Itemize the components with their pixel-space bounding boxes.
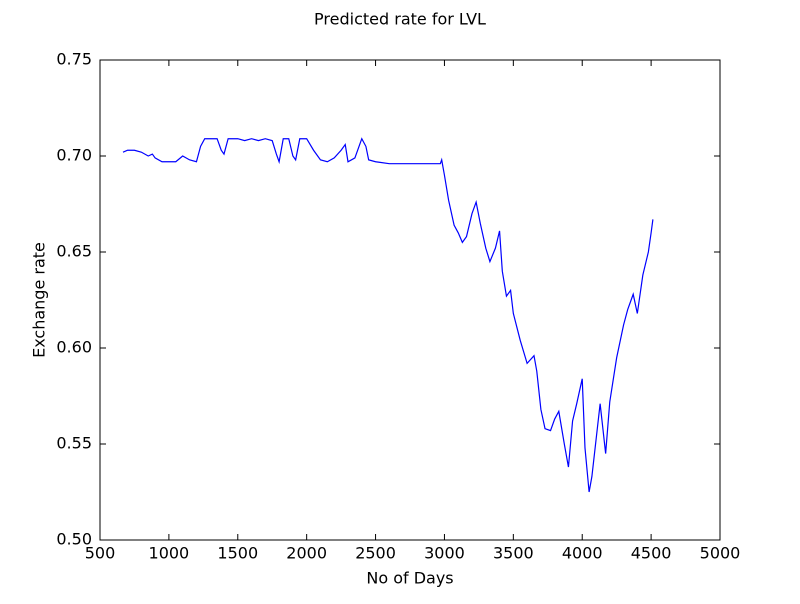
y-tick-label: 0.75 [56,50,92,69]
y-tick-label: 0.70 [56,146,92,165]
x-tick-label: 1500 [217,544,258,563]
y-axis-label: Exchange rate [30,242,49,358]
data-line [122,137,654,493]
x-tick-label: 3500 [493,544,534,563]
y-tick-label: 0.50 [56,530,92,549]
plot-frame [99,59,721,541]
chart-title: Predicted rate for LVL [314,10,486,29]
x-tick-label: 2000 [286,544,327,563]
y-tick-label: 0.55 [56,434,92,453]
y-tick-label: 0.60 [56,338,92,357]
x-tick-label: 500 [85,544,116,563]
x-tick-label: 5000 [700,544,741,563]
x-tick-label: 1000 [149,544,190,563]
x-tick-label: 2500 [355,544,396,563]
y-tick-label: 0.65 [56,242,92,261]
x-axis-label: No of Days [366,569,453,588]
x-tick-label: 4000 [562,544,603,563]
x-tick-label: 4500 [631,544,672,563]
x-tick-label: 3000 [424,544,465,563]
